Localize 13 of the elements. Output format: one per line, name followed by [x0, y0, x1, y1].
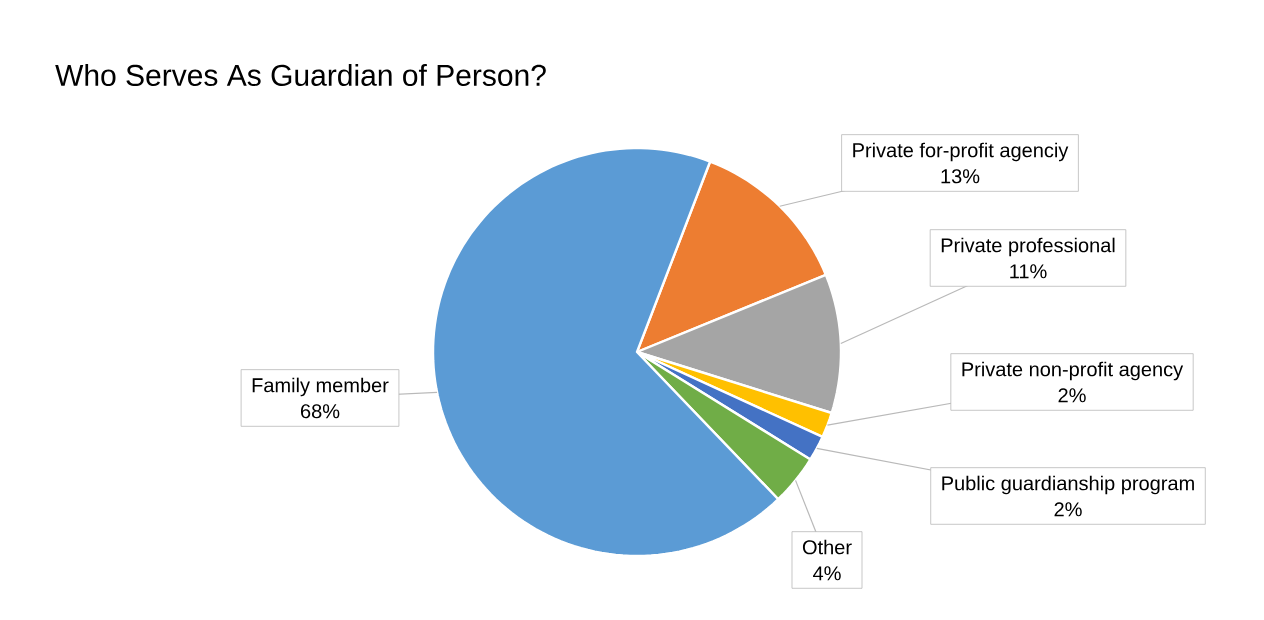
- data-label: 2%: [1058, 388, 1086, 403]
- slice-label: Other: [802, 539, 852, 555]
- slice-label: Private non-profit agency: [962, 361, 1184, 381]
- chart-title: Who Serves As Guardian of Person?: [55, 63, 546, 86]
- slice-label: Family member: [252, 377, 389, 397]
- slice-label: Private for-profit agenciy: [853, 142, 1069, 162]
- data-label: 4%: [813, 566, 841, 581]
- slice-label: Private professional: [941, 237, 1115, 257]
- slice-label: Public guardianship program: [942, 475, 1194, 495]
- data-label: 68%: [301, 404, 340, 419]
- data-label: 11%: [1010, 264, 1047, 279]
- data-label: 13%: [941, 169, 980, 184]
- data-label: 2%: [1054, 502, 1082, 517]
